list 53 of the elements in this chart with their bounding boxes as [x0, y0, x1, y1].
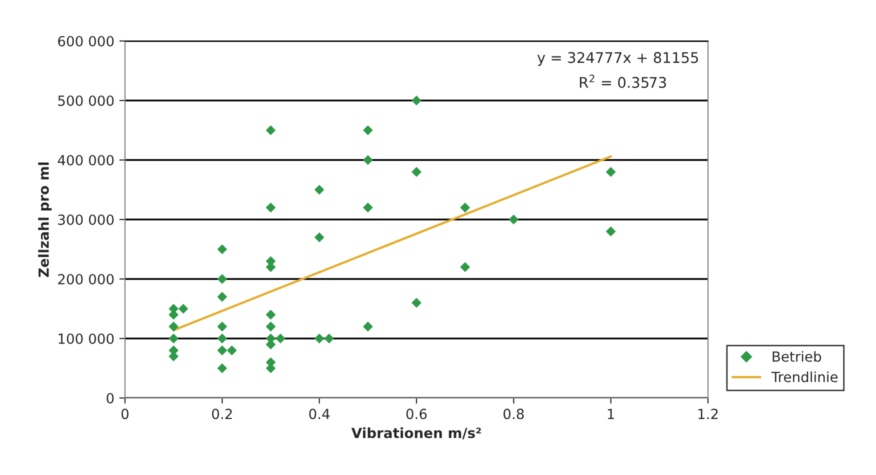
point	[217, 322, 228, 332]
point	[363, 322, 373, 332]
y-tick-label: 0	[106, 392, 114, 404]
point	[217, 363, 228, 374]
point	[412, 96, 422, 106]
point	[266, 322, 276, 332]
point	[217, 334, 228, 344]
x-tick-label: 0.6	[406, 408, 427, 420]
x-tick-label: 0.2	[212, 408, 232, 420]
point	[606, 167, 616, 177]
point	[412, 167, 422, 177]
point	[168, 334, 178, 344]
x-tick-label: 0.8	[504, 408, 524, 420]
point	[178, 304, 188, 314]
x-axis-title: Vibrationen m/s²	[351, 427, 481, 440]
point	[363, 202, 373, 212]
point	[217, 346, 228, 356]
point	[363, 125, 373, 136]
point	[266, 310, 276, 320]
point	[227, 346, 237, 356]
point	[314, 232, 324, 242]
point	[266, 125, 276, 136]
legend-label: Trendlinie	[771, 371, 838, 382]
point	[314, 184, 324, 195]
point	[314, 334, 324, 344]
point	[460, 262, 470, 272]
point	[168, 322, 178, 332]
legend-label: Betrieb	[772, 351, 822, 362]
point	[363, 155, 373, 165]
point	[217, 292, 228, 302]
point	[266, 340, 276, 350]
x-tick-label: 0	[121, 408, 128, 420]
point	[606, 226, 616, 236]
y-tick-label: 400 000	[58, 154, 114, 166]
annotation: y = 324777x + 81155	[537, 52, 698, 66]
x-tick-label: 0.4	[309, 408, 330, 420]
y-tick-label: 300 000	[58, 214, 114, 225]
point	[266, 202, 276, 212]
y-tick-label: 200 000	[58, 274, 114, 284]
point	[217, 244, 228, 254]
point	[412, 298, 422, 308]
annotation: R$^{2}$ = 0.3573	[580, 74, 666, 88]
point	[217, 274, 228, 284]
y-axis-title: Zellzahl pro ml	[38, 162, 52, 278]
point	[324, 334, 334, 344]
x-tick-label: 1	[608, 408, 614, 419]
y-tick-label: 600 000	[58, 36, 114, 46]
x-tick-label: 1.2	[698, 408, 718, 419]
point	[460, 202, 470, 212]
point	[508, 214, 519, 224]
y-tick-label: 100 000	[58, 333, 114, 344]
point	[276, 334, 286, 344]
y-tick-label: 500 000	[58, 95, 114, 106]
